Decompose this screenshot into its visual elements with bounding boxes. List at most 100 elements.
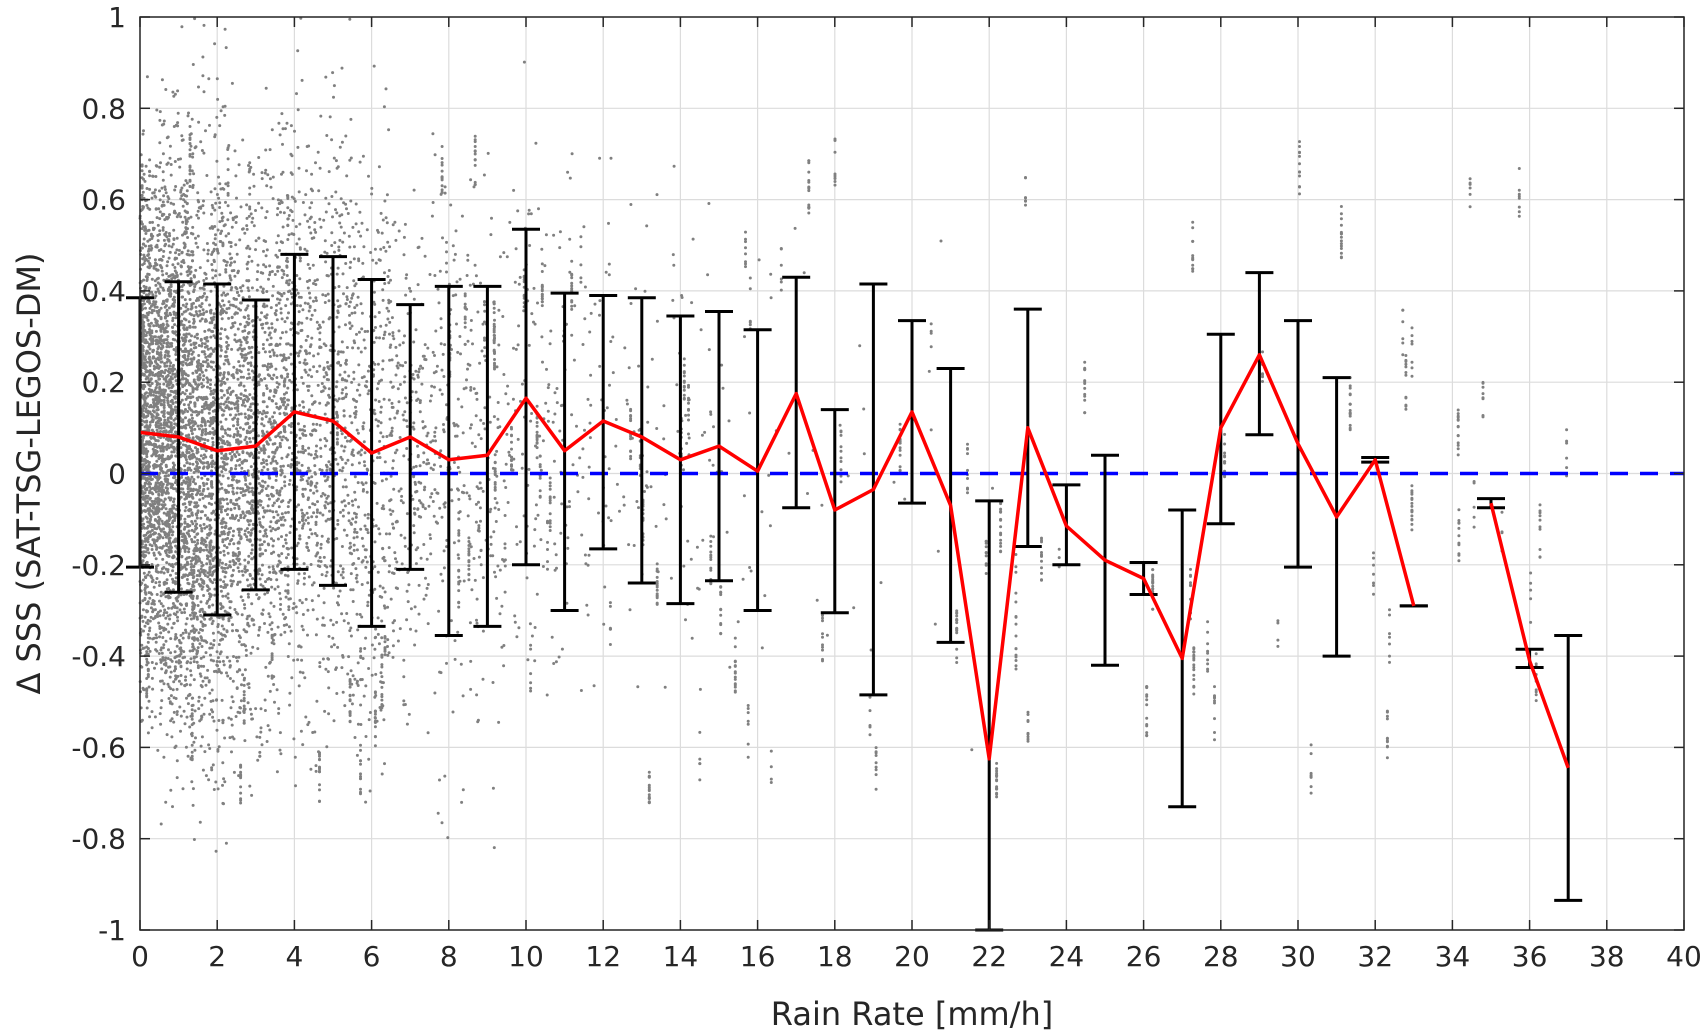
scatter-point <box>318 401 322 405</box>
scatter-point <box>225 671 228 675</box>
scatter-point <box>227 386 231 390</box>
scatter-point <box>314 523 318 526</box>
scatter-point <box>649 485 653 489</box>
scatter-point <box>315 278 319 282</box>
scatter-point <box>286 510 290 514</box>
scatter-point <box>146 573 150 577</box>
scatter-point <box>268 525 272 529</box>
scatter-point <box>514 347 518 351</box>
scatter-point <box>838 423 842 427</box>
scatter-point <box>315 617 319 621</box>
scatter-point <box>189 617 193 621</box>
scatter-point <box>581 447 585 451</box>
scatter-point <box>170 533 174 537</box>
scatter-point <box>411 373 415 376</box>
scatter-point <box>394 345 398 349</box>
scatter-point <box>234 467 238 471</box>
scatter-point <box>331 71 335 75</box>
scatter-point <box>342 292 345 296</box>
scatter-point <box>394 238 398 242</box>
scatter-point <box>358 613 362 616</box>
scatter-point <box>405 447 409 450</box>
scatter-point <box>287 233 291 237</box>
scatter-point <box>403 334 406 338</box>
scatter-point <box>405 589 409 593</box>
scatter-point <box>347 374 351 378</box>
scatter-point <box>160 369 164 373</box>
scatter-point <box>424 593 428 597</box>
scatter-point <box>164 88 168 91</box>
scatter-point <box>191 580 195 584</box>
scatter-point <box>397 329 401 333</box>
scatter-point <box>474 274 478 278</box>
scatter-point <box>356 481 360 485</box>
scatter-point <box>371 258 375 262</box>
scatter-point <box>431 500 435 503</box>
scatter-point <box>506 402 510 406</box>
scatter-point <box>376 456 379 460</box>
scatter-point <box>460 800 464 804</box>
scatter-point <box>341 567 345 571</box>
scatter-point <box>589 403 593 407</box>
scatter-point <box>330 244 334 247</box>
scatter-point <box>625 398 629 402</box>
scatter-point <box>310 172 314 176</box>
scatter-point <box>209 190 213 194</box>
scatter-point <box>247 321 251 325</box>
scatter-point <box>184 678 187 682</box>
scatter-point <box>367 667 371 670</box>
scatter-point <box>184 416 187 420</box>
scatter-point <box>332 719 336 723</box>
scatter-point <box>442 549 446 553</box>
scatter-point <box>537 207 540 211</box>
scatter-point <box>222 663 226 667</box>
scatter-point <box>353 415 357 419</box>
scatter-point <box>245 340 249 344</box>
scatter-point <box>180 25 184 29</box>
scatter-point <box>327 460 331 464</box>
scatter-point <box>165 308 169 312</box>
scatter-point <box>166 622 170 626</box>
scatter-point <box>220 327 223 331</box>
scatter-point <box>144 244 147 248</box>
scatter-point <box>515 542 519 546</box>
scatter-point <box>154 386 158 389</box>
scatter-point <box>388 532 392 536</box>
scatter-point <box>323 504 327 508</box>
scatter-point <box>279 597 282 601</box>
scatter-point <box>200 370 204 374</box>
scatter-point <box>322 586 326 590</box>
scatter-point <box>662 404 666 408</box>
scatter-point <box>223 259 227 263</box>
scatter-point <box>278 607 282 611</box>
scatter-point <box>268 389 272 393</box>
scatter-point <box>387 546 391 550</box>
scatter-point <box>142 129 145 133</box>
scatter-point <box>296 422 300 426</box>
scatter-point <box>183 200 187 204</box>
scatter-point <box>197 699 201 703</box>
scatter-point <box>238 463 242 467</box>
scatter-point <box>233 506 237 510</box>
scatter-point <box>266 724 270 728</box>
scatter-point <box>250 345 254 349</box>
scatter-point <box>586 397 590 401</box>
scatter-point <box>373 540 377 544</box>
scatter-point <box>164 507 168 511</box>
scatter-point <box>289 352 293 356</box>
scatter-point <box>173 656 177 660</box>
scatter-point <box>513 614 517 618</box>
scatter-point <box>387 570 391 574</box>
scatter-point <box>218 206 222 209</box>
scatter-point <box>387 398 391 402</box>
scatter-point <box>165 542 168 546</box>
scatter-point <box>208 527 212 531</box>
scatter-point <box>227 716 231 720</box>
scatter-point <box>144 306 147 310</box>
scatter-point <box>319 446 323 450</box>
scatter-point <box>378 379 382 383</box>
scatter-point <box>277 553 281 557</box>
scatter-point <box>324 519 328 523</box>
scatter-point <box>225 497 229 501</box>
scatter-point <box>298 537 302 541</box>
